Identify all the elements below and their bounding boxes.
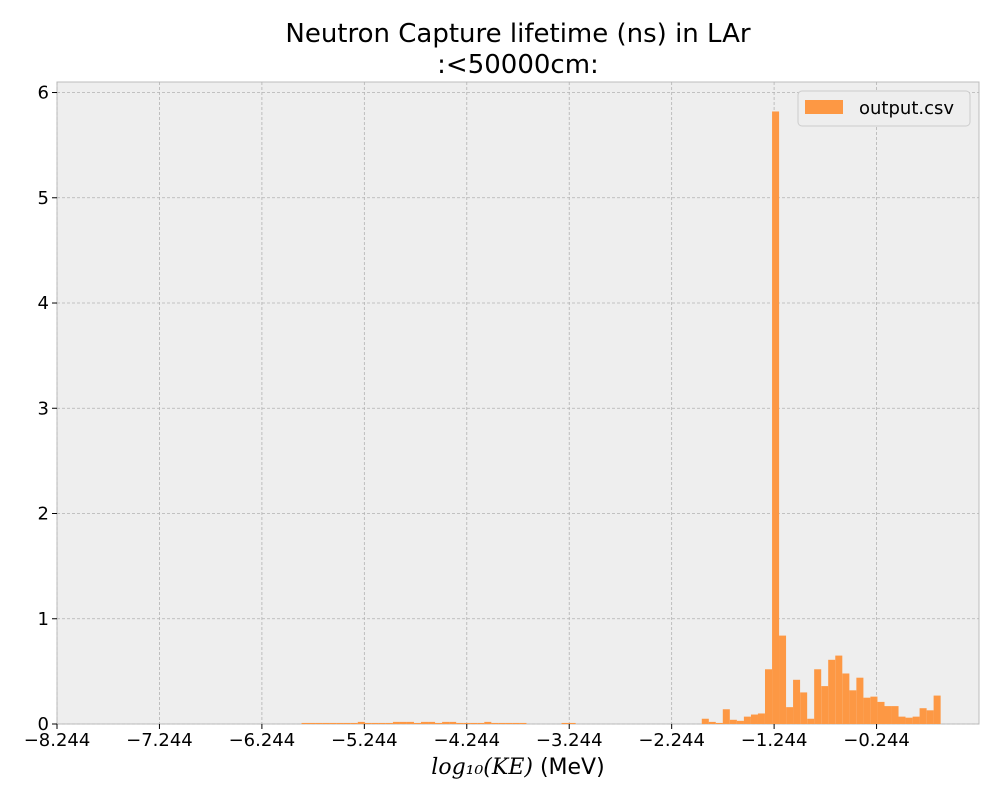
x-tick-label: −2.244: [638, 730, 705, 751]
legend-frame: [797, 90, 971, 127]
x-tick-label: −6.244: [229, 730, 296, 751]
y-tick-label: 4: [38, 293, 49, 314]
histogram-bar: [856, 677, 864, 724]
histogram-bar: [371, 722, 379, 724]
histogram-bar: [905, 717, 913, 724]
histogram-bar: [357, 721, 365, 724]
histogram-bar: [891, 706, 899, 724]
histogram-bar: [385, 722, 393, 724]
histogram-bar: [750, 714, 758, 724]
histogram-bar: [912, 716, 920, 724]
histogram-bar: [736, 720, 744, 724]
histogram-bar: [926, 710, 934, 724]
x-axis-label: log₁₀(KE) (MeV): [431, 755, 604, 780]
histogram-bar: [842, 673, 850, 724]
histogram-bar: [884, 706, 892, 724]
histogram-bar: [863, 697, 871, 724]
y-tick-label: 6: [38, 83, 49, 104]
histogram-bar: [877, 701, 885, 724]
chart-subtitle: :<50000cm:: [437, 50, 599, 80]
histogram-bar: [491, 722, 499, 724]
y-tick-label: 0: [38, 714, 49, 735]
histogram-bar: [322, 722, 330, 724]
y-tick-label: 3: [38, 398, 49, 419]
histogram-bar: [828, 659, 836, 724]
y-tick-label: 5: [38, 188, 49, 209]
plot-area: [56, 81, 980, 725]
histogram-bar: [505, 722, 513, 724]
histogram-bar: [463, 722, 471, 724]
histogram-bar: [568, 722, 576, 724]
x-axis-label-unit: (MeV): [533, 755, 605, 780]
histogram-bar: [484, 721, 492, 724]
histogram-bar: [442, 721, 450, 724]
histogram-bar: [835, 655, 843, 724]
histogram-bar: [329, 722, 337, 724]
histogram-bar: [807, 718, 815, 724]
y-tick-label: 2: [38, 504, 49, 525]
chart-title: Neutron Capture lifetime (ns) in LAr: [285, 19, 751, 49]
x-axis-label-math: log₁₀(KE): [431, 755, 533, 780]
x-tick-label: −7.244: [126, 730, 193, 751]
histogram-bar: [919, 708, 927, 724]
histogram-bar: [898, 716, 906, 724]
histogram-bar: [821, 686, 829, 724]
x-tick-label: −5.244: [331, 730, 398, 751]
histogram-bar: [301, 722, 309, 724]
histogram-bar: [406, 721, 414, 724]
histogram-bar: [378, 722, 386, 724]
histogram-bar: [793, 679, 801, 724]
legend-swatch: [805, 100, 843, 114]
x-tick-label: −4.244: [433, 730, 500, 751]
histogram-bar: [350, 722, 358, 724]
histogram-bar: [701, 718, 709, 724]
histogram-bar: [308, 722, 316, 724]
histogram-bar: [343, 722, 351, 724]
y-axis-ticks: 0 1 2 3 4 5 6: [38, 83, 57, 735]
histogram-bar: [708, 721, 716, 724]
histogram-bar: [757, 713, 765, 724]
histogram-bar: [715, 722, 723, 724]
histogram-bar: [470, 722, 478, 724]
histogram-bar: [449, 721, 457, 724]
histogram-bar: [772, 111, 780, 724]
histogram-bar: [722, 709, 730, 724]
histogram-bar: [814, 669, 822, 724]
histogram-bar: [849, 690, 857, 724]
histogram-bar: [420, 721, 429, 724]
histogram-bar: [336, 722, 344, 724]
x-tick-label: −0.244: [843, 730, 910, 751]
histogram-bar: [392, 721, 400, 724]
histogram-bar: [561, 722, 569, 724]
histogram-bar: [800, 692, 808, 724]
histogram-bar: [743, 716, 751, 724]
histogram-bar: [315, 722, 323, 724]
histogram-bar: [414, 722, 422, 724]
histogram-bar: [399, 721, 407, 724]
histogram-bar: [477, 722, 485, 724]
histogram-bar: [364, 722, 372, 724]
histogram-bar: [870, 696, 878, 724]
x-tick-label: −3.244: [536, 730, 603, 751]
x-tick-label: −1.244: [741, 730, 808, 751]
legend-label: output.csv: [859, 98, 954, 119]
histogram-bar: [729, 719, 737, 724]
histogram-bar: [435, 722, 443, 724]
histogram-bar: [764, 669, 773, 724]
histogram-bar: [779, 635, 787, 724]
histogram-bar: [786, 707, 794, 724]
histogram-bar: [498, 722, 506, 724]
histogram-bar: [428, 721, 436, 724]
histogram-bar: [512, 722, 520, 724]
histogram-bar: [933, 695, 941, 724]
x-tick-label: −8.244: [24, 730, 91, 751]
histogram-bar: [519, 722, 527, 724]
legend: output.csv: [797, 90, 971, 127]
y-tick-label: 1: [38, 609, 49, 630]
histogram-bar: [456, 722, 464, 724]
x-axis-ticks: −8.244 −7.244 −6.244 −5.244 −4.244 −3.244 −2.2…: [24, 724, 910, 751]
histogram-bars: [301, 111, 941, 724]
